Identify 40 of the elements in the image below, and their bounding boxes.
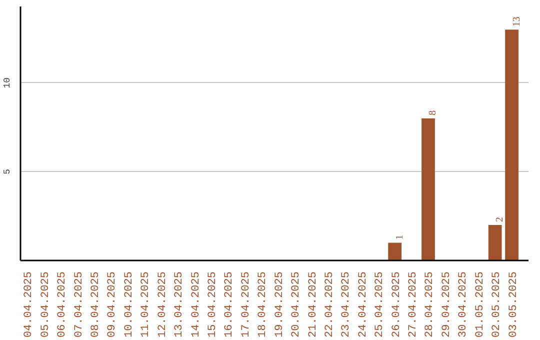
x-tick-label: 18.04.2025 xyxy=(257,271,270,338)
x-tick-label: 05.04.2025 xyxy=(40,271,52,338)
data-label: 2 xyxy=(494,216,506,222)
y-tick-label: 10 xyxy=(2,77,12,88)
x-tick-label: 03.05.2025 xyxy=(508,271,520,338)
data-label: 1 xyxy=(394,234,406,240)
x-tick-label: 12.04.2025 xyxy=(156,271,169,338)
x-tick-label: 04.04.2025 xyxy=(23,271,36,338)
x-tick-label: 27.04.2025 xyxy=(408,271,420,338)
x-tick-label: 25.04.2025 xyxy=(374,271,386,338)
x-tick-label: 30.04.2025 xyxy=(458,271,470,338)
data-label: 13 xyxy=(511,16,522,27)
x-tick-label: 09.04.2025 xyxy=(106,271,119,338)
x-tick-label: 19.04.2025 xyxy=(274,271,286,338)
x-tick-label: 29.04.2025 xyxy=(440,271,453,338)
x-tick-label: 06.04.2025 xyxy=(56,271,69,338)
x-tick-label: 28.04.2025 xyxy=(424,271,436,338)
bar xyxy=(488,224,502,260)
x-tick-label: 26.04.2025 xyxy=(390,271,403,338)
x-tick-label: 14.04.2025 xyxy=(190,271,202,338)
x-tick-label: 21.04.2025 xyxy=(307,271,320,338)
x-tick-label: 23.04.2025 xyxy=(340,271,353,338)
x-tick-label: 02.05.2025 xyxy=(491,271,504,338)
bar xyxy=(388,242,402,260)
x-tick-label: 11.04.2025 xyxy=(140,271,152,338)
x-tick-label: 24.04.2025 xyxy=(357,271,370,338)
x-tick-label: 15.04.2025 xyxy=(207,271,219,338)
x-tick-label: 10.04.2025 xyxy=(123,271,136,338)
x-tick-label: 08.04.2025 xyxy=(90,271,102,338)
x-tick-label: 20.04.2025 xyxy=(290,271,303,338)
bar xyxy=(505,30,518,260)
x-tick-label: 22.04.2025 xyxy=(324,271,336,338)
x-tick-label: 16.04.2025 xyxy=(224,271,236,338)
x-tick-label: 07.04.2025 xyxy=(73,271,86,338)
x-tick-label: 13.04.2025 xyxy=(174,271,186,338)
bar xyxy=(422,118,435,260)
x-tick-label: 01.05.2025 xyxy=(474,271,486,338)
x-tick-label: 17.04.2025 xyxy=(240,271,252,338)
y-tick-label: 5 xyxy=(2,168,12,174)
data-label: 8 xyxy=(428,110,439,116)
